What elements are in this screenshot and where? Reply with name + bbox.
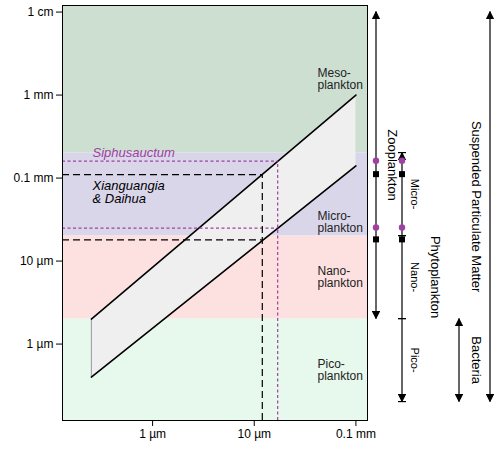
svg-text:Bacteria: Bacteria [469,336,484,384]
svg-text:Nano-: Nano- [409,262,421,292]
svg-text:Siphusauctum: Siphusauctum [93,145,176,160]
svg-text:Pico-: Pico- [409,348,421,373]
svg-text:10 µm: 10 µm [237,427,271,441]
svg-text:Xianguangia& Daihua: Xianguangia& Daihua [92,178,165,206]
svg-text:10 µm: 10 µm [20,254,54,268]
svg-text:Suspended Particulate Matter: Suspended Particulate Matter [469,121,484,293]
svg-text:Zooplankton: Zooplankton [385,129,400,201]
svg-text:Meso-plankton: Meso-plankton [318,66,363,92]
svg-text:Phytoplankton: Phytoplankton [428,236,443,318]
svg-text:1 mm: 1 mm [24,88,54,102]
svg-text:0.1 mm: 0.1 mm [336,427,376,441]
svg-text:Nano-plankton: Nano-plankton [318,264,363,290]
svg-text:Micro-: Micro- [409,179,421,210]
svg-text:1 µm: 1 µm [27,337,54,351]
svg-text:1 cm: 1 cm [27,5,53,19]
svg-text:Pico-plankton: Pico-plankton [318,357,363,383]
svg-text:1 µm: 1 µm [139,427,166,441]
svg-text:0.1 mm: 0.1 mm [13,171,53,185]
svg-text:Micro-plankton: Micro-plankton [318,209,363,235]
